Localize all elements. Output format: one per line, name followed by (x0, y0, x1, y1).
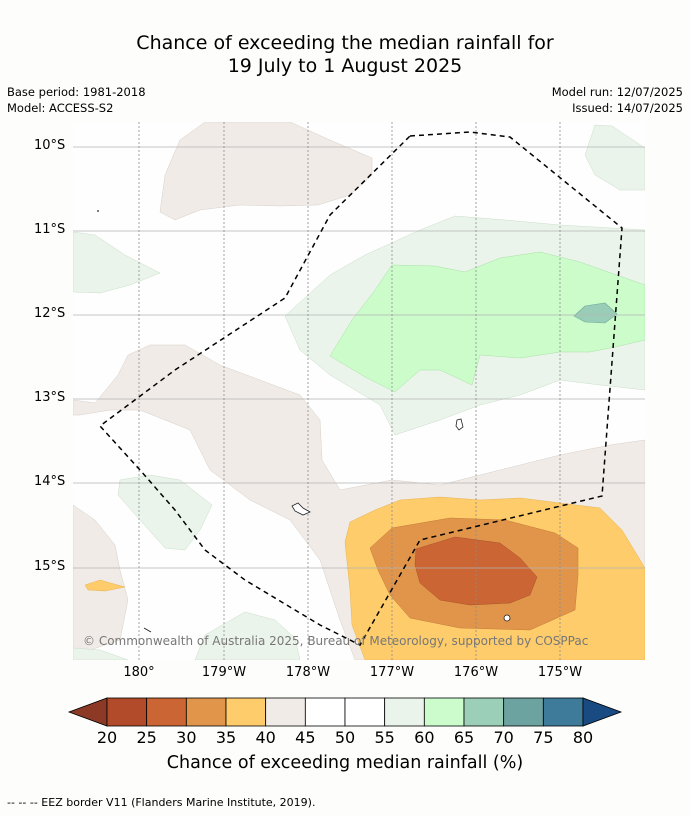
colorbar-tick-label: 55 (374, 728, 395, 747)
lat-label-10s: 10°S (34, 138, 66, 153)
colorbar-segment (463, 697, 505, 727)
map-copyright: © Commonwealth of Australia 2025, Bureau… (83, 634, 588, 648)
region-55-60-west (73, 231, 161, 294)
island-north (455, 418, 464, 431)
lat-label-12s: 12°S (34, 306, 66, 321)
colorbar-segment (503, 697, 544, 727)
colorbar-segment (146, 697, 187, 727)
colorbar-segment (384, 697, 425, 727)
colorbar-tick-label: 30 (176, 728, 197, 747)
lat-label-11s: 11°S (34, 222, 66, 237)
colorbar-segment (185, 697, 227, 727)
map-title-line1: Chance of exceeding the median rainfall … (136, 32, 554, 54)
lat-label-15s: 15°S (34, 559, 66, 574)
lon-label-179w: 179°W (201, 665, 247, 680)
colorbar-tick-label: 75 (533, 728, 554, 747)
colorbar-segment (423, 697, 465, 727)
colorbar-segment (542, 697, 584, 727)
meta-left: Base period: 1981-2018 Model: ACCESS-S2 (7, 84, 146, 116)
map-area: © Commonwealth of Australia 2025, Bureau… (73, 122, 645, 660)
colorbar (67, 697, 623, 727)
colorbar-tick-label: 20 (96, 728, 118, 747)
colorbar-title: Chance of exceeding median rainfall (%) (166, 753, 524, 773)
colorbar-tick-label: 40 (255, 728, 276, 747)
island-south (503, 614, 511, 622)
colorbar-tick-label: 65 (453, 728, 475, 747)
colorbar-segment (265, 697, 306, 727)
lat-gridlines (73, 146, 645, 569)
region-55-60-northeast (584, 124, 645, 191)
colorbar-tick-label: 80 (572, 728, 594, 747)
model-run: Model run: 12/07/2025 (551, 85, 683, 99)
model-name: Model: ACCESS-S2 (7, 101, 114, 115)
colorbar-extend-low (67, 697, 108, 727)
island-dot (97, 210, 99, 212)
base-period: Base period: 1981-2018 (7, 85, 146, 99)
lon-label-175w: 175°W (537, 665, 583, 680)
colorbar-tick-label: 60 (414, 728, 435, 747)
lat-label-13s: 13°S (34, 390, 66, 405)
island-small-west (143, 627, 152, 633)
issued-date: Issued: 14/07/2025 (572, 101, 683, 115)
island-west (291, 502, 311, 516)
lon-label-176w: 176°W (453, 665, 499, 680)
colorbar-extend-high (582, 697, 623, 727)
colorbar-tick-label: 25 (136, 728, 157, 747)
region-55-60-southwest (117, 474, 213, 551)
lon-label-180: 180° (123, 665, 155, 680)
lat-label-14s: 14°S (34, 474, 66, 489)
colorbar-tick-label: 35 (215, 728, 237, 747)
lon-gridlines (138, 122, 561, 660)
lon-label-177w: 177°W (369, 665, 415, 680)
region-55-60-south (194, 611, 301, 660)
map-title-line2: 19 July to 1 August 2025 (227, 55, 463, 77)
colorbar-tick-label: 50 (334, 728, 356, 747)
colorbar-tick-label: 70 (493, 728, 514, 747)
eez-legend: -- -- -- EEZ border V11 (Flanders Marine… (7, 796, 316, 809)
colorbar-segment (225, 697, 267, 727)
region-40-45-north (159, 122, 373, 221)
colorbar-segment (304, 697, 346, 727)
meta-right: Model run: 12/07/2025 Issued: 14/07/2025 (552, 84, 683, 116)
colorbar-tick-label: 45 (295, 728, 316, 747)
lon-label-178w: 178°W (285, 665, 331, 680)
colorbar-segment (344, 697, 386, 727)
colorbar-segment (106, 697, 148, 727)
region-65-70 (573, 302, 618, 324)
region-60-65 (329, 251, 645, 393)
region-35-40-west (84, 579, 126, 592)
region-55-60-southwest-edge (73, 647, 129, 660)
